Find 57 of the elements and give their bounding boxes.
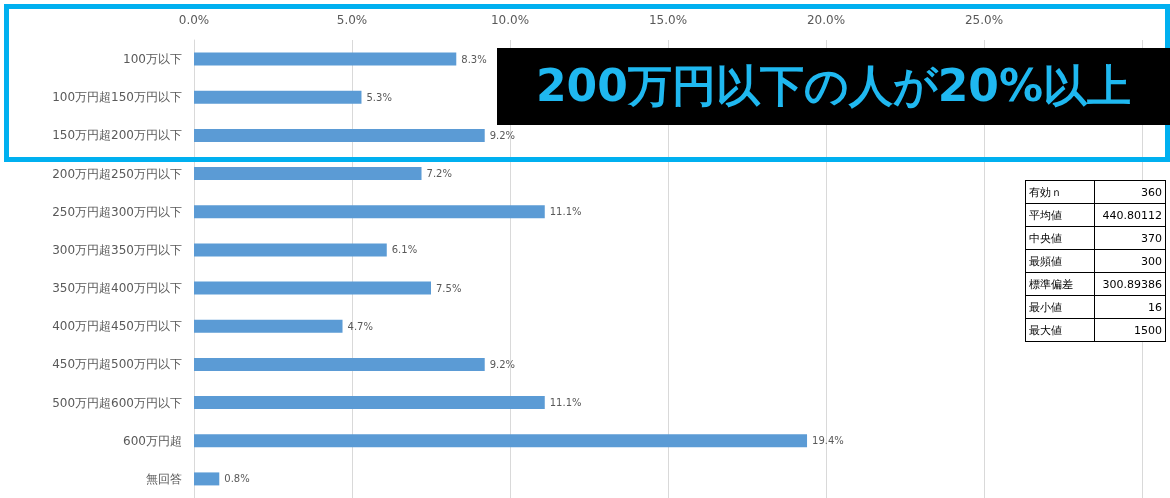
x-tick-label: 15.0% (648, 13, 688, 27)
y-tick-label: 350万円超400万円以下 (52, 281, 182, 296)
y-tick-label: 500万円超600万円以下 (52, 395, 182, 410)
x-tick-label: 5.0% (336, 13, 368, 27)
annotation: 200万円以下の人が20%以上 (497, 48, 1170, 125)
bar (194, 128, 485, 142)
bar (194, 90, 362, 104)
y-tick-label: 無回答 (146, 471, 182, 486)
x-tick-label: 25.0% (964, 13, 1004, 27)
annotation: 360 (1094, 180, 1166, 204)
data-label: 7.2% (426, 168, 452, 180)
y-tick-label: 100万円超150万円以下 (52, 90, 182, 105)
annotation: 有効ｎ (1025, 180, 1095, 204)
annotation: 最小値 (1025, 295, 1095, 319)
annotation: 最大値 (1025, 318, 1095, 342)
bar (194, 472, 220, 486)
y-tick-label: 300万円超350万円以下 (52, 242, 182, 257)
bar (194, 396, 545, 410)
data-label: 6.1% (391, 244, 418, 256)
data-label: 11.1% (549, 206, 582, 218)
bar (194, 281, 431, 295)
data-label: 8.3% (461, 53, 487, 65)
data-label: 9.2% (489, 358, 516, 370)
bar (194, 243, 387, 257)
bar (194, 357, 485, 371)
data-label: 5.3% (366, 91, 392, 103)
bar (194, 167, 422, 181)
annotation: 300.89386 (1094, 272, 1166, 296)
data-label: 9.2% (489, 129, 516, 141)
x-tick-label: 0.0% (178, 13, 210, 27)
y-tick-label: 450万円超500万円以下 (52, 357, 182, 372)
data-label: 11.1% (549, 397, 582, 409)
bar (194, 205, 545, 219)
x-tick-label: 20.0% (806, 13, 846, 27)
bar (194, 319, 343, 333)
annotation: 1500 (1094, 318, 1166, 342)
bar (194, 434, 808, 448)
annotation: 最頻値 (1025, 249, 1095, 273)
annotation: 標準偏差 (1025, 272, 1095, 296)
annotation: 370 (1094, 226, 1166, 250)
y-tick-label: 200万円超250万円以下 (52, 166, 182, 181)
annotation: 300 (1094, 249, 1166, 273)
y-tick-label: 250万円超300万円以下 (52, 204, 182, 219)
data-label: 4.7% (347, 320, 373, 332)
data-label: 7.5% (436, 282, 462, 294)
y-tick-label: 100万以下 (123, 52, 182, 67)
annotation: 440.80112 (1094, 203, 1166, 227)
y-tick-label: 400万円超450万円以下 (52, 319, 182, 334)
annotation: 中央値 (1025, 226, 1095, 250)
y-tick-label: 600万円超 (123, 433, 182, 448)
text: 16 (1094, 295, 1166, 319)
data-label: 0.8% (224, 473, 250, 485)
x-tick-label: 10.0% (490, 13, 530, 27)
data-label: 19.4% (812, 435, 844, 447)
bar (194, 52, 457, 66)
y-tick-label: 150万円超200万円以下 (52, 128, 182, 143)
annotation: 平均値 (1025, 203, 1095, 227)
